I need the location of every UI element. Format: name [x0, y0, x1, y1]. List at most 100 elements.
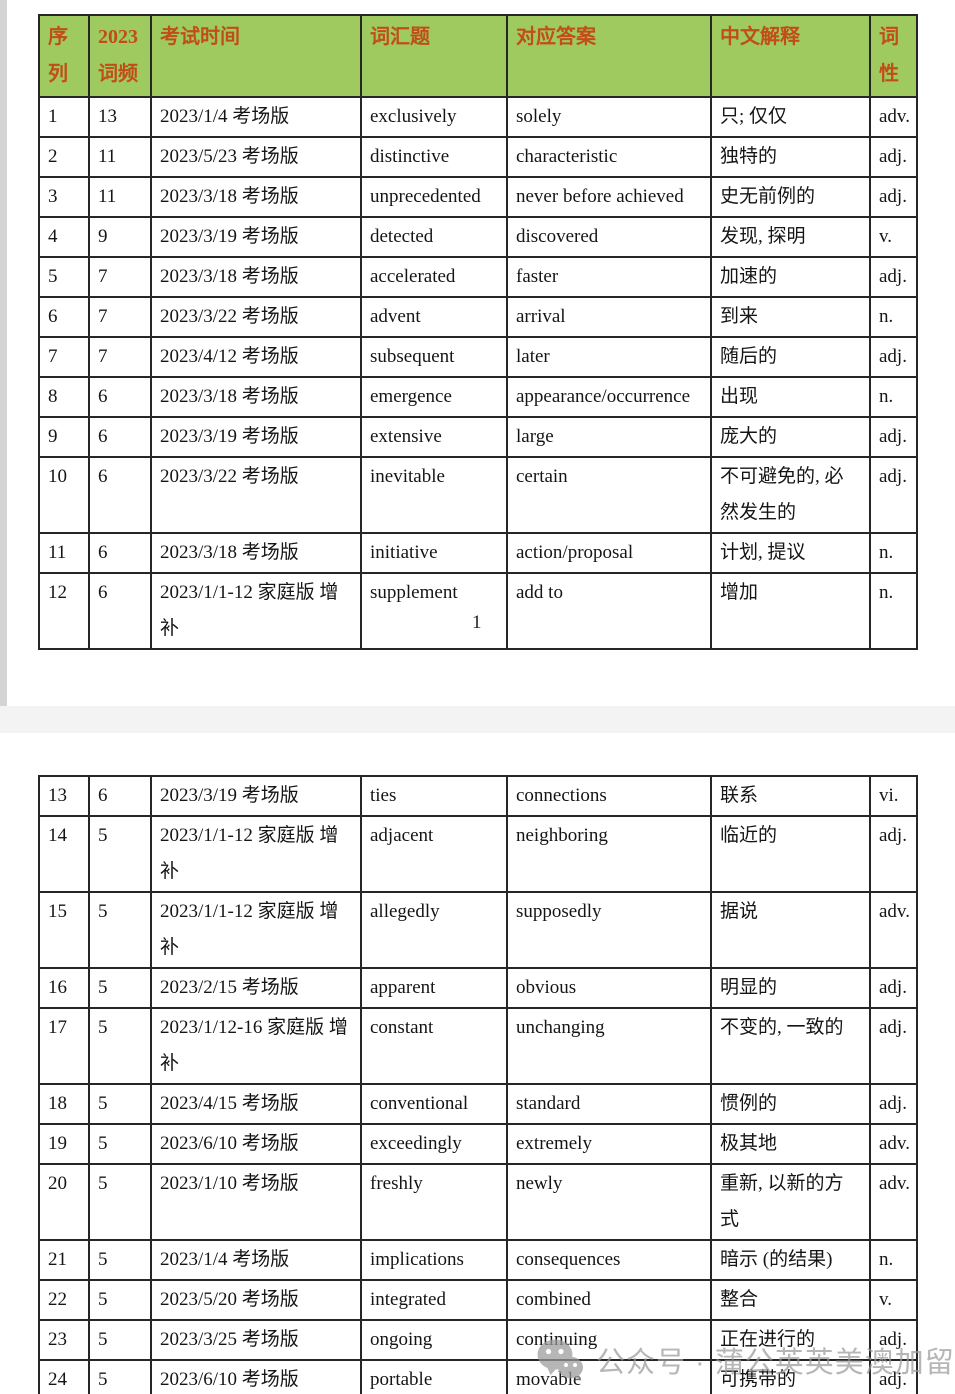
cell-answer: large — [506, 416, 712, 458]
cell-pos: adv. — [869, 891, 918, 969]
cell-pos: adv. — [869, 1123, 918, 1165]
cell-seq: 10 — [38, 456, 90, 534]
cell-word: emergence — [360, 376, 508, 418]
cell-freq: 7 — [88, 336, 152, 378]
table-row: 23 5 2023/3/25 考场版 ongoing continuing 正在… — [38, 1319, 918, 1361]
table-header-row: 序列 2023词频 考试时间 词汇题 对应答案 中文解释 词性 — [38, 14, 918, 98]
cell-word: adjacent — [360, 815, 508, 893]
cell-chinese: 计划, 提议 — [710, 532, 871, 574]
cell-exam-date: 2023/1/1-12 家庭版 增补 — [150, 572, 362, 650]
table-row: 15 5 2023/1/1-12 家庭版 增补 allegedly suppos… — [38, 891, 918, 969]
column-header-seq: 序列 — [38, 14, 90, 98]
cell-pos: n. — [869, 532, 918, 574]
table-row: 11 6 2023/3/18 考场版 initiative action/pro… — [38, 532, 918, 574]
cell-chinese: 不变的, 一致的 — [710, 1007, 871, 1085]
cell-answer: later — [506, 336, 712, 378]
cell-chinese: 独特的 — [710, 136, 871, 178]
cell-chinese: 出现 — [710, 376, 871, 418]
table-row: 14 5 2023/1/1-12 家庭版 增补 adjacent neighbo… — [38, 815, 918, 893]
cell-exam-date: 2023/1/1-12 家庭版 增补 — [150, 815, 362, 893]
cell-pos: adj. — [869, 256, 918, 298]
cell-freq: 11 — [88, 136, 152, 178]
cell-freq: 5 — [88, 1123, 152, 1165]
cell-answer: connections — [506, 775, 712, 817]
cell-freq: 6 — [88, 456, 152, 534]
cell-chinese: 不可避免的, 必然发生的 — [710, 456, 871, 534]
cell-seq: 7 — [38, 336, 90, 378]
cell-seq: 23 — [38, 1319, 90, 1361]
cell-chinese: 可携带的 — [710, 1359, 871, 1394]
cell-pos: adj. — [869, 815, 918, 893]
cell-pos: n. — [869, 376, 918, 418]
cell-freq: 5 — [88, 891, 152, 969]
cell-chinese: 发现, 探明 — [710, 216, 871, 258]
cell-pos: n. — [869, 1239, 918, 1281]
cell-exam-date: 2023/5/20 考场版 — [150, 1279, 362, 1321]
cell-freq: 6 — [88, 572, 152, 650]
cell-seq: 22 — [38, 1279, 90, 1321]
cell-exam-date: 2023/3/18 考场版 — [150, 176, 362, 218]
column-header-chinese: 中文解释 — [710, 14, 871, 98]
cell-pos: adj. — [869, 136, 918, 178]
cell-seq: 3 — [38, 176, 90, 218]
cell-answer: add to — [506, 572, 712, 650]
cell-chinese: 史无前例的 — [710, 176, 871, 218]
cell-freq: 5 — [88, 1239, 152, 1281]
cell-seq: 1 — [38, 96, 90, 138]
cell-answer: action/proposal — [506, 532, 712, 574]
cell-freq: 5 — [88, 967, 152, 1009]
table-row: 17 5 2023/1/12-16 家庭版 增补 constant unchan… — [38, 1007, 918, 1085]
cell-word: extensive — [360, 416, 508, 458]
cell-seq: 5 — [38, 256, 90, 298]
cell-word: exclusively — [360, 96, 508, 138]
cell-answer: discovered — [506, 216, 712, 258]
column-header-exam-date: 考试时间 — [150, 14, 362, 98]
cell-chinese: 据说 — [710, 891, 871, 969]
cell-freq: 5 — [88, 1359, 152, 1394]
cell-seq: 11 — [38, 532, 90, 574]
cell-freq: 6 — [88, 775, 152, 817]
column-header-pos: 词性 — [869, 14, 918, 98]
cell-chinese: 整合 — [710, 1279, 871, 1321]
table-row: 12 6 2023/1/1-12 家庭版 增补 supplement add t… — [38, 572, 918, 650]
cell-word: initiative — [360, 532, 508, 574]
column-header-word: 词汇题 — [360, 14, 508, 98]
table-row: 4 9 2023/3/19 考场版 detected discovered 发现… — [38, 216, 918, 258]
cell-exam-date: 2023/1/1-12 家庭版 增补 — [150, 891, 362, 969]
cell-pos: adj. — [869, 1359, 918, 1394]
cell-exam-date: 2023/1/12-16 家庭版 增补 — [150, 1007, 362, 1085]
cell-chinese: 庞大的 — [710, 416, 871, 458]
cell-word: implications — [360, 1239, 508, 1281]
cell-chinese: 加速的 — [710, 256, 871, 298]
cell-freq: 6 — [88, 532, 152, 574]
cell-chinese: 到来 — [710, 296, 871, 338]
table-row: 22 5 2023/5/20 考场版 integrated combined 整… — [38, 1279, 918, 1321]
cell-exam-date: 2023/5/23 考场版 — [150, 136, 362, 178]
cell-word: accelerated — [360, 256, 508, 298]
cell-exam-date: 2023/3/19 考场版 — [150, 775, 362, 817]
cell-word: ties — [360, 775, 508, 817]
cell-chinese: 暗示 (的结果) — [710, 1239, 871, 1281]
table-row: 20 5 2023/1/10 考场版 freshly newly 重新, 以新的… — [38, 1163, 918, 1241]
cell-seq: 18 — [38, 1083, 90, 1125]
cell-answer: standard — [506, 1083, 712, 1125]
cell-seq: 14 — [38, 815, 90, 893]
cell-pos: vi. — [869, 775, 918, 817]
cell-exam-date: 2023/6/10 考场版 — [150, 1359, 362, 1394]
cell-word: detected — [360, 216, 508, 258]
cell-seq: 16 — [38, 967, 90, 1009]
cell-chinese: 联系 — [710, 775, 871, 817]
cell-freq: 5 — [88, 1279, 152, 1321]
cell-answer: faster — [506, 256, 712, 298]
cell-seq: 21 — [38, 1239, 90, 1281]
table-row: 9 6 2023/3/19 考场版 extensive large 庞大的 ad… — [38, 416, 918, 458]
cell-pos: v. — [869, 216, 918, 258]
cell-word: conventional — [360, 1083, 508, 1125]
cell-pos: adj. — [869, 336, 918, 378]
table-row: 6 7 2023/3/22 考场版 advent arrival 到来 n. — [38, 296, 918, 338]
cell-freq: 5 — [88, 1083, 152, 1125]
cell-answer: characteristic — [506, 136, 712, 178]
cell-word: subsequent — [360, 336, 508, 378]
page-number: 1 — [472, 612, 482, 633]
